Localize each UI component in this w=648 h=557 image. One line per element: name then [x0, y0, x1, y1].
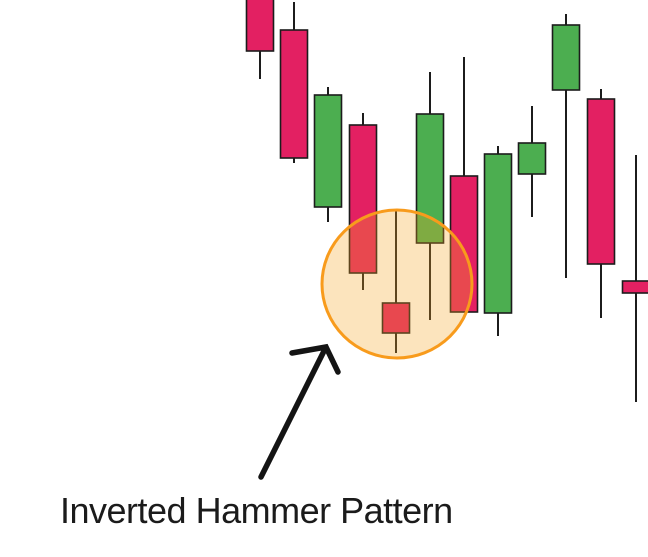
candle-bullish — [551, 14, 581, 278]
candles-group — [245, 0, 648, 402]
candle-bearish — [279, 2, 309, 163]
candle-bearish — [586, 89, 616, 318]
candle-bullish — [313, 87, 343, 222]
arrow-icon — [258, 343, 341, 480]
pattern-label: Inverted Hammer Pattern — [60, 490, 453, 531]
candle-bearish — [245, 0, 275, 79]
candle-bullish — [483, 146, 513, 336]
highlight-circle-icon — [320, 208, 474, 360]
candle-bullish — [517, 106, 547, 217]
candle-bearish-inverted-hammer — [381, 211, 411, 353]
candle-bearish — [348, 113, 378, 290]
candle-bearish — [621, 155, 648, 402]
